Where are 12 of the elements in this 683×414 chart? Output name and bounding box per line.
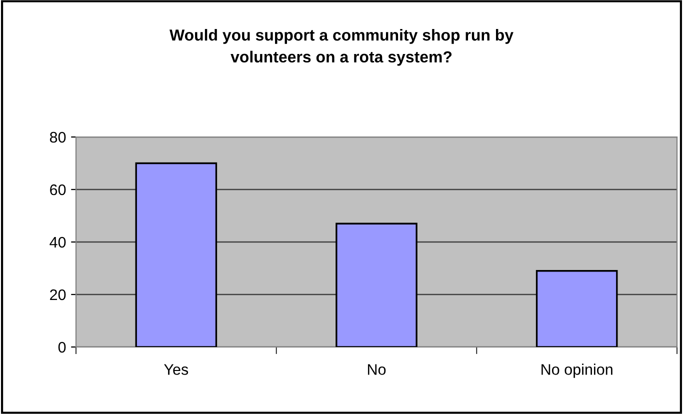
y-tick-label: 80 bbox=[50, 132, 66, 143]
bar bbox=[536, 270, 618, 347]
bar bbox=[336, 222, 418, 347]
y-tick-label: 40 bbox=[50, 236, 66, 248]
y-tick-label: 0 bbox=[58, 342, 66, 353]
chart-title: Would you support a community shop run by volunteers on a rota system? bbox=[170, 28, 514, 66]
y-tick-label: 60 bbox=[50, 184, 66, 196]
x-tick-label: No opinion bbox=[542, 364, 612, 378]
bar bbox=[135, 162, 218, 347]
x-tick-label: No bbox=[368, 364, 386, 375]
x-tick-label: Yes bbox=[164, 364, 188, 375]
y-tick-label: 20 bbox=[50, 289, 66, 300]
